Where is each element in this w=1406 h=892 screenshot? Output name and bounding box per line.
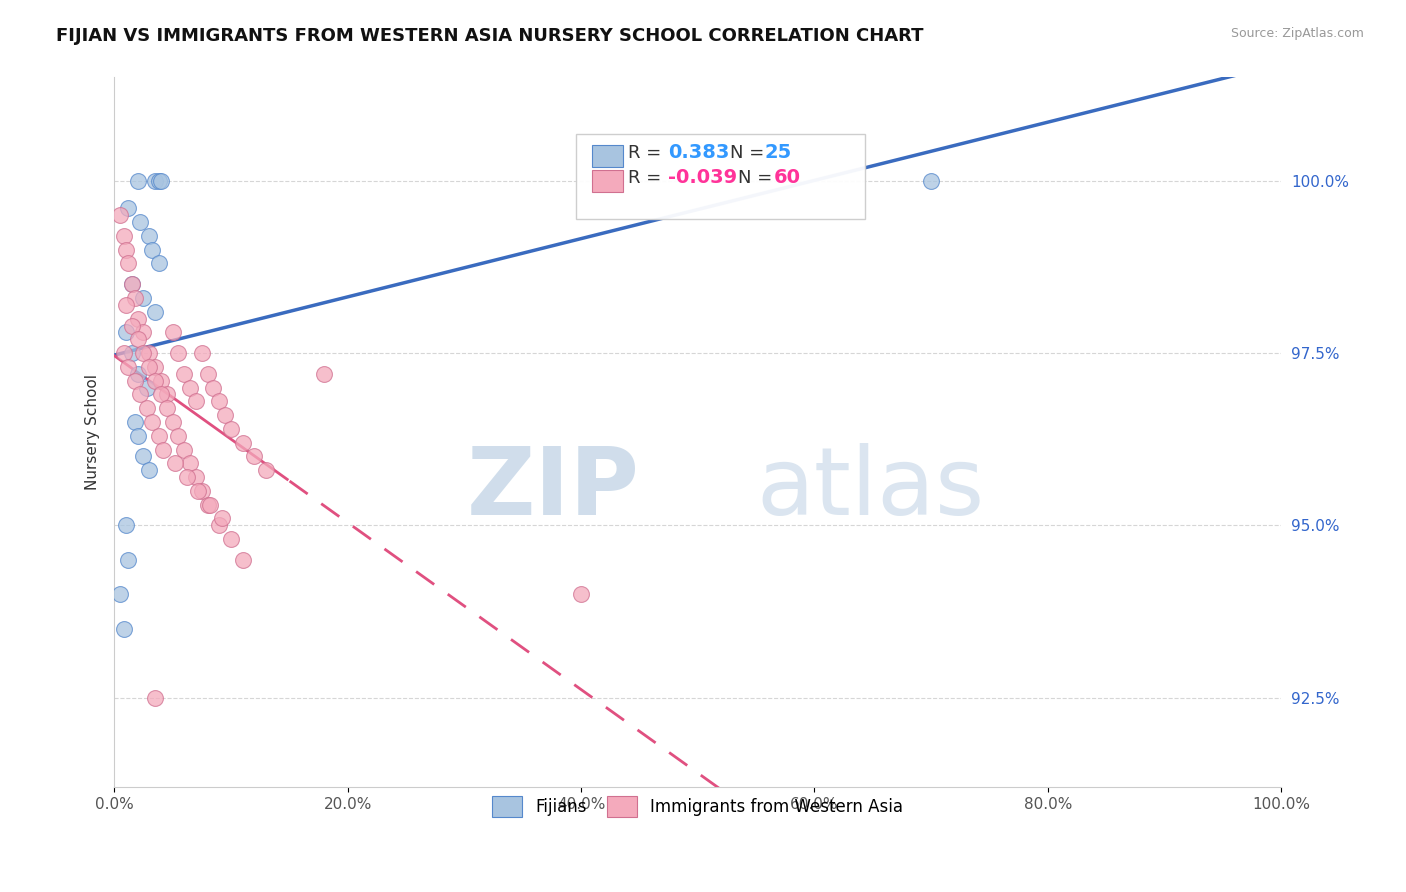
Point [143,374,166,388]
Point [127,367,149,381]
Point [115,298,138,312]
Text: Source: ZipAtlas.com: Source: ZipAtlas.com [1230,27,1364,40]
Point [108,587,131,601]
Point [198,498,221,512]
Point [148,256,170,270]
Point [117,359,139,374]
Point [920,174,942,188]
Point [197,367,219,381]
Point [314,367,336,381]
Point [208,518,231,533]
Point [121,318,143,333]
Point [117,202,139,216]
Point [141,415,163,429]
Point [143,174,166,188]
Point [117,256,139,270]
Point [162,415,184,429]
Point [121,277,143,292]
Point [135,401,157,416]
Point [187,483,209,498]
Point [124,415,146,429]
Point [127,311,149,326]
Text: ZIP: ZIP [467,443,640,535]
Text: 60: 60 [773,168,800,187]
Point [176,470,198,484]
Text: 25: 25 [765,143,792,162]
Point [202,380,225,394]
Point [184,470,207,484]
Point [138,228,160,243]
Point [141,243,163,257]
Point [138,463,160,477]
Point [148,174,170,188]
Point [156,387,179,401]
Text: N =: N = [738,169,778,186]
Point [117,553,139,567]
Point [115,518,138,533]
Point [112,622,135,636]
Point [138,359,160,374]
Point [232,435,254,450]
Text: N =: N = [730,144,769,161]
Point [214,408,236,422]
Point [121,277,143,292]
Y-axis label: Nursery School: Nursery School [86,375,100,491]
Point [149,174,172,188]
Point [219,532,242,546]
Point [127,332,149,346]
Point [132,291,155,305]
Point [156,401,179,416]
Point [124,291,146,305]
Text: 0.383: 0.383 [668,143,730,162]
Point [179,456,201,470]
Point [173,442,195,457]
Point [112,228,135,243]
Point [149,374,172,388]
Point [167,429,190,443]
Point [243,450,266,464]
Point [138,346,160,360]
Point [149,387,172,401]
Point [128,387,150,401]
Point [127,174,149,188]
Point [127,429,149,443]
Point [143,359,166,374]
Point [135,380,157,394]
Text: -0.039: -0.039 [668,168,737,187]
Point [569,587,592,601]
Point [179,380,201,394]
Point [167,346,190,360]
Point [208,394,231,409]
Point [184,394,207,409]
Point [148,429,170,443]
Point [152,442,174,457]
Point [232,553,254,567]
Text: FIJIAN VS IMMIGRANTS FROM WESTERN ASIA NURSERY SCHOOL CORRELATION CHART: FIJIAN VS IMMIGRANTS FROM WESTERN ASIA N… [56,27,924,45]
Point [112,346,135,360]
Point [163,456,186,470]
Point [254,463,277,477]
Point [124,374,146,388]
Point [108,208,131,222]
Text: R =: R = [628,144,668,161]
Point [132,326,155,340]
Point [190,483,212,498]
Point [128,215,150,229]
Point [143,304,166,318]
Legend: Fijians, Immigrants from Western Asia: Fijians, Immigrants from Western Asia [484,788,911,825]
Point [162,326,184,340]
Point [143,690,166,705]
Point [132,450,155,464]
Point [173,367,195,381]
Point [219,422,242,436]
Point [121,346,143,360]
Point [211,511,233,525]
Point [197,498,219,512]
Point [115,326,138,340]
Point [190,346,212,360]
Text: R =: R = [628,169,668,186]
Text: atlas: atlas [756,443,984,535]
Point [132,346,155,360]
Point [115,243,138,257]
